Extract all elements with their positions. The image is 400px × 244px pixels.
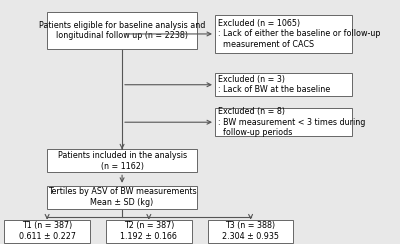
Text: T2 (n = 387)
1.192 ± 0.166: T2 (n = 387) 1.192 ± 0.166 (120, 221, 177, 241)
FancyBboxPatch shape (47, 149, 197, 173)
FancyBboxPatch shape (215, 15, 352, 53)
FancyBboxPatch shape (47, 186, 197, 209)
FancyBboxPatch shape (106, 220, 192, 243)
Text: T1 (n = 387)
0.611 ± 0.227: T1 (n = 387) 0.611 ± 0.227 (19, 221, 76, 241)
FancyBboxPatch shape (215, 108, 352, 136)
Text: Patients included in the analysis
(n = 1162): Patients included in the analysis (n = 1… (58, 151, 187, 171)
FancyBboxPatch shape (4, 220, 90, 243)
Text: T3 (n = 388)
2.304 ± 0.935: T3 (n = 388) 2.304 ± 0.935 (222, 221, 279, 241)
FancyBboxPatch shape (47, 11, 197, 49)
FancyBboxPatch shape (208, 220, 294, 243)
Text: Patients eligible for baseline analysis and
longitudinal follow up (n = 2238): Patients eligible for baseline analysis … (39, 21, 205, 40)
Text: Excluded (n = 1065)
: Lack of either the baseline or follow-up
  measurement of : Excluded (n = 1065) : Lack of either the… (218, 19, 381, 49)
Text: Excluded (n = 8)
: BW measurement < 3 times during
  follow-up periods: Excluded (n = 8) : BW measurement < 3 ti… (218, 107, 366, 137)
FancyBboxPatch shape (215, 73, 352, 96)
Text: Excluded (n = 3)
: Lack of BW at the baseline: Excluded (n = 3) : Lack of BW at the bas… (218, 75, 331, 94)
Text: Tertiles by ASV of BW measurements
Mean ± SD (kg): Tertiles by ASV of BW measurements Mean … (48, 187, 196, 207)
